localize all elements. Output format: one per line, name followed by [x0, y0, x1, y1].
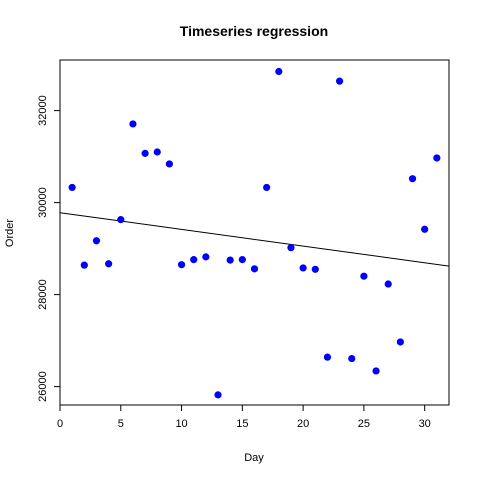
data-point — [421, 225, 429, 233]
x-tick-label: 20 — [297, 418, 309, 430]
data-point — [360, 272, 368, 280]
x-axis-label: Day — [244, 452, 264, 464]
x-tick-label: 15 — [236, 418, 248, 430]
data-points — [68, 67, 441, 399]
data-point — [275, 67, 283, 76]
data-point — [408, 175, 417, 183]
data-point — [348, 354, 356, 363]
y-tick-label: 26000 — [37, 371, 49, 402]
y-tick-label: 32000 — [37, 95, 49, 126]
data-point — [311, 265, 319, 273]
y-tick-label: 28000 — [37, 279, 49, 310]
data-point — [372, 367, 380, 375]
x-axis: 0 5 10 15 20 25 30 — [57, 405, 431, 430]
data-point — [299, 264, 307, 272]
x-tick-label: 30 — [419, 418, 431, 430]
data-point — [396, 338, 404, 346]
data-point — [202, 253, 210, 261]
data-point — [250, 265, 259, 273]
data-point — [433, 154, 441, 162]
data-point — [263, 183, 271, 192]
data-point — [323, 353, 332, 361]
chart-title: Timeseries regression — [180, 23, 328, 39]
data-point — [384, 280, 392, 288]
data-point — [105, 260, 113, 268]
data-point — [80, 261, 88, 269]
regression-line — [59, 212, 450, 267]
y-axis-label: Order — [4, 219, 16, 247]
plot-frame — [59, 59, 450, 406]
data-point — [165, 160, 174, 168]
data-point — [129, 120, 137, 128]
data-point — [190, 256, 198, 264]
data-point — [117, 216, 125, 224]
data-point — [68, 183, 76, 192]
data-point — [92, 237, 101, 245]
x-tick-label: 0 — [57, 418, 63, 430]
data-point — [153, 148, 161, 156]
y-tick-label: 30000 — [37, 187, 49, 218]
data-point — [226, 256, 234, 264]
data-point — [141, 149, 149, 157]
data-point — [287, 244, 295, 252]
data-point — [238, 256, 246, 264]
x-tick-label: 25 — [358, 418, 370, 430]
x-tick-label: 5 — [118, 418, 124, 430]
y-axis: 26000 28000 30000 32000 — [37, 95, 60, 402]
data-point — [214, 391, 222, 399]
x-tick-label: 10 — [175, 418, 187, 430]
data-point — [335, 77, 344, 85]
data-point — [177, 261, 186, 269]
